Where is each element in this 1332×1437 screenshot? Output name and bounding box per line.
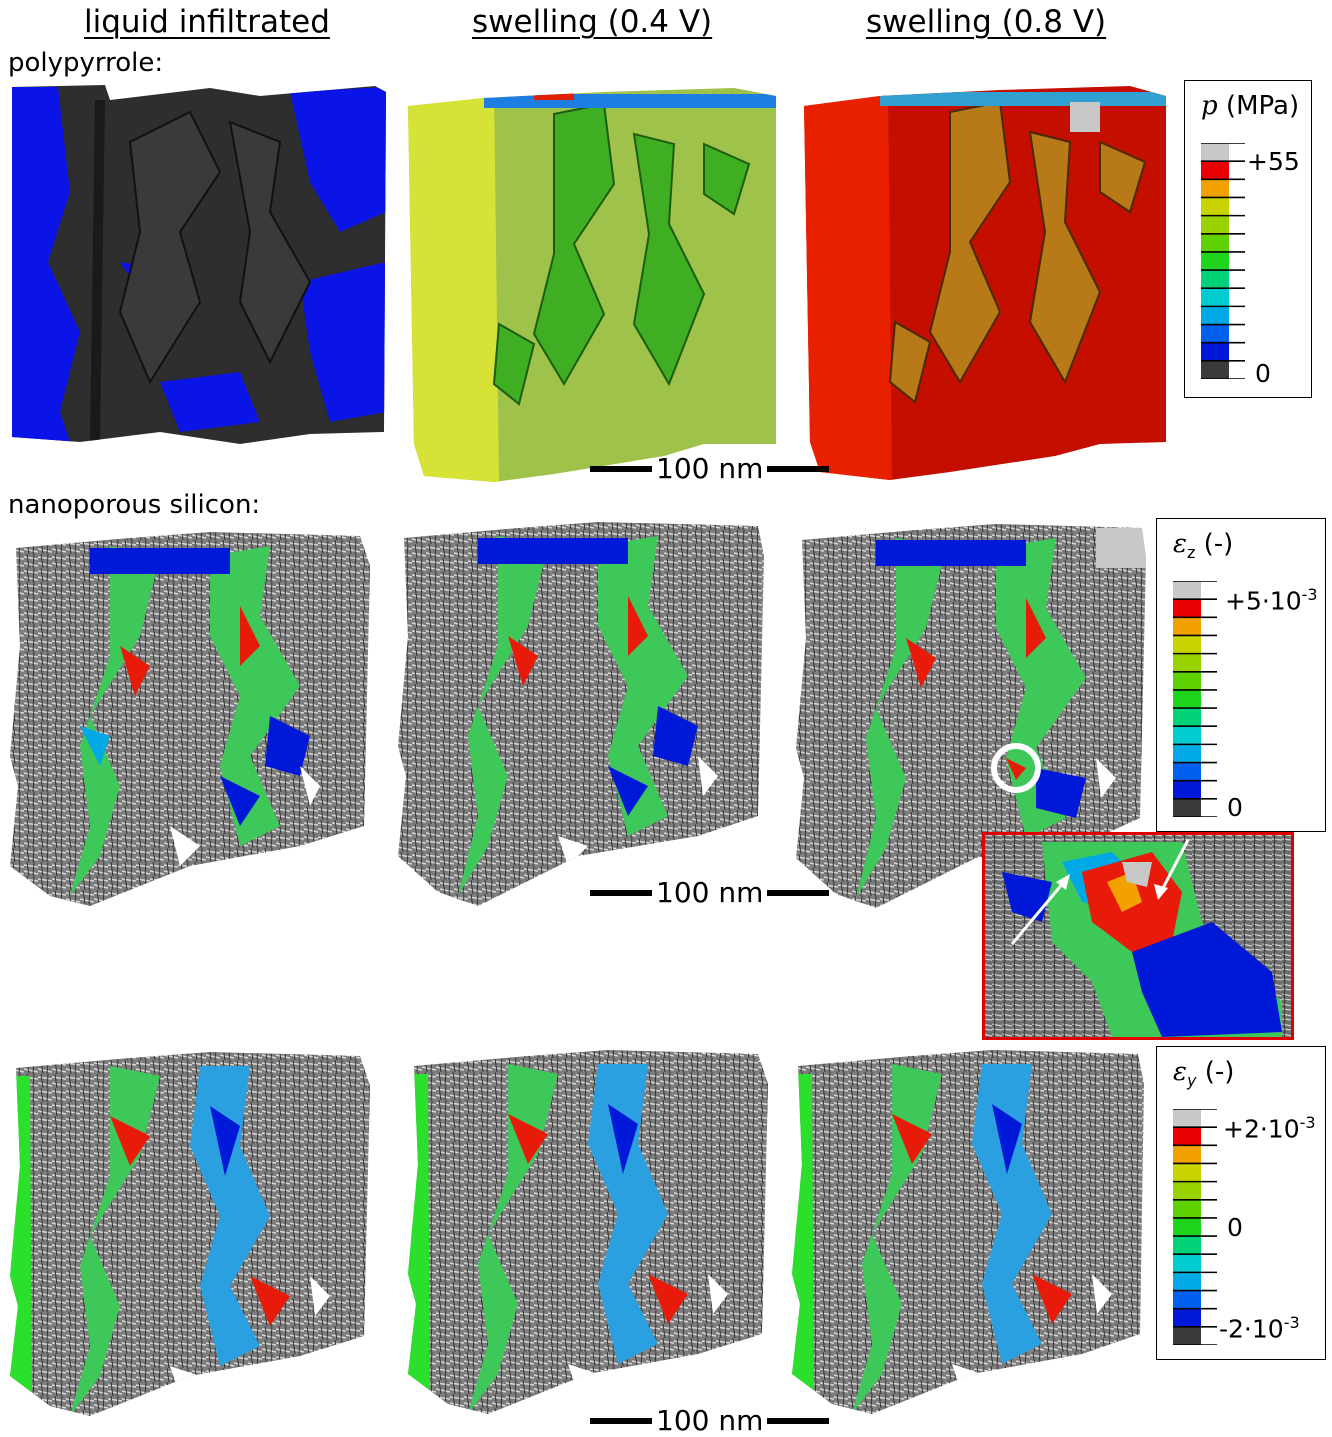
legend-strain-z-swatch xyxy=(1173,671,1201,690)
si-ey-swelling-0-4v-panel xyxy=(408,1050,768,1414)
legend-pressure-colorbar xyxy=(1201,143,1245,379)
legend-pressure-swatch xyxy=(1201,143,1229,162)
legend-strain-z-swatch xyxy=(1173,726,1201,745)
legend-strain-y-swatch xyxy=(1173,1145,1201,1164)
legend-strain-z-swatch xyxy=(1173,708,1201,727)
legend-pressure-symbol: p xyxy=(1201,91,1218,121)
legend-pressure-min: 0 xyxy=(1255,359,1271,388)
legend-pressure-swatch xyxy=(1201,197,1229,216)
si-ez-swelling-0-8v-panel xyxy=(796,524,1146,908)
scale-bar-bottom-label: 100 nm xyxy=(656,1404,764,1437)
legend-strain-y-swatch xyxy=(1173,1109,1201,1128)
scale-bar-middle-label: 100 nm xyxy=(656,876,764,909)
legend-strain-y-swatch xyxy=(1173,1127,1201,1146)
legend-pressure-max: +55 xyxy=(1247,147,1300,176)
legend-pressure-swatch xyxy=(1201,179,1229,198)
legend-strain-z-swatch xyxy=(1173,780,1201,799)
zoom-inset xyxy=(982,832,1294,1040)
si-ey-swelling-0-8v-panel xyxy=(792,1050,1144,1414)
legend-strain-z-swatch xyxy=(1173,617,1201,636)
legend-strain-y-symbol: ε xyxy=(1173,1057,1187,1087)
legend-strain-y-min: -2·10-3 xyxy=(1219,1313,1300,1344)
legend-strain-y-colorbar xyxy=(1173,1109,1217,1345)
legend-strain-y-swatch xyxy=(1173,1236,1201,1255)
row-label-polypyrrole: polypyrrole: xyxy=(8,48,164,78)
legend-strain-z-max: +5·10-3 xyxy=(1225,585,1318,616)
legend-strain-z-unit: (-) xyxy=(1203,529,1234,559)
legend-pressure-title: p (MPa) xyxy=(1201,91,1299,121)
legend-strain-z-swatch xyxy=(1173,653,1201,672)
column-heading-swelling-0-8v: swelling (0.8 V) xyxy=(866,4,1107,40)
legend-strain-y-swatch xyxy=(1173,1181,1201,1200)
legend-strain-z-swatch xyxy=(1173,581,1201,600)
legend-pressure-swatch xyxy=(1201,324,1229,343)
legend-pressure-swatch xyxy=(1201,306,1229,325)
legend-strain-y-swatch xyxy=(1173,1326,1201,1345)
legend-pressure-swatch xyxy=(1201,233,1229,252)
legend-strain-z-colorbar xyxy=(1173,581,1217,817)
scale-bar-middle: 100 nm xyxy=(590,876,830,909)
legend-strain-z-title: εz (-) xyxy=(1173,529,1233,562)
legend-strain-y-swatch xyxy=(1173,1290,1201,1309)
legend-strain-y-swatch xyxy=(1173,1199,1201,1218)
legend-pressure-swatch xyxy=(1201,215,1229,234)
column-heading-liquid-infiltrated: liquid infiltrated xyxy=(84,4,330,40)
legend-strain-z-swatch xyxy=(1173,798,1201,817)
legend-strain-y-title: εy (-) xyxy=(1173,1057,1234,1090)
legend-strain-y-swatch xyxy=(1173,1308,1201,1327)
legend-strain-z-swatch xyxy=(1173,744,1201,763)
ppy-liquid-infiltrated-panel xyxy=(12,85,386,444)
si-ey-liquid-infiltrated-panel xyxy=(10,1052,370,1416)
legend-strain-z-swatch xyxy=(1173,635,1201,654)
scale-bar-bottom: 100 nm xyxy=(590,1404,830,1437)
legend-strain-z-min: 0 xyxy=(1227,793,1243,822)
ppy-swelling-0-8v-panel xyxy=(804,86,1166,480)
legend-strain-y-swatch xyxy=(1173,1217,1201,1237)
legend-strain-y-max: +2·10-3 xyxy=(1223,1113,1316,1144)
legend-strain-z-symbol: ε xyxy=(1173,529,1187,559)
scale-bar-top: 100 nm xyxy=(590,452,830,485)
legend-strain-z: εz (-) +5·10-3 0 xyxy=(1156,518,1326,832)
legend-pressure: p (MPa) +55 0 xyxy=(1184,80,1312,398)
legend-pressure-swatch xyxy=(1201,288,1229,307)
legend-strain-z-swatch xyxy=(1173,599,1201,618)
legend-strain-y-swatch xyxy=(1173,1254,1201,1273)
legend-pressure-swatch xyxy=(1201,360,1229,379)
scale-bar-top-label: 100 nm xyxy=(656,452,764,485)
legend-strain-y-swatch xyxy=(1173,1163,1201,1182)
legend-strain-y-mid: 0 xyxy=(1227,1213,1243,1242)
legend-pressure-swatch xyxy=(1201,270,1229,289)
legend-strain-y-swatch xyxy=(1173,1272,1201,1291)
legend-pressure-swatch xyxy=(1201,161,1229,180)
legend-strain-y-sub: y xyxy=(1186,1071,1197,1091)
legend-strain-z-sub: z xyxy=(1186,543,1196,563)
legend-pressure-swatch xyxy=(1201,342,1229,361)
legend-strain-y: εy (-) +2·10-3 0 -2·10-3 xyxy=(1156,1046,1326,1360)
legend-pressure-unit: (MPa) xyxy=(1225,91,1300,121)
legend-strain-z-swatch xyxy=(1173,762,1201,781)
si-ez-liquid-infiltrated-panel xyxy=(10,532,370,906)
highlight-circle xyxy=(991,743,1041,793)
legend-strain-z-swatch xyxy=(1173,689,1201,709)
legend-pressure-swatch xyxy=(1201,251,1229,271)
column-heading-swelling-0-4v: swelling (0.4 V) xyxy=(472,4,713,40)
legend-strain-y-unit: (-) xyxy=(1204,1057,1235,1087)
si-ez-swelling-0-4v-panel xyxy=(398,522,764,906)
row-label-nanoporous-silicon: nanoporous silicon: xyxy=(8,490,261,520)
ppy-swelling-0-4v-panel xyxy=(408,88,776,482)
